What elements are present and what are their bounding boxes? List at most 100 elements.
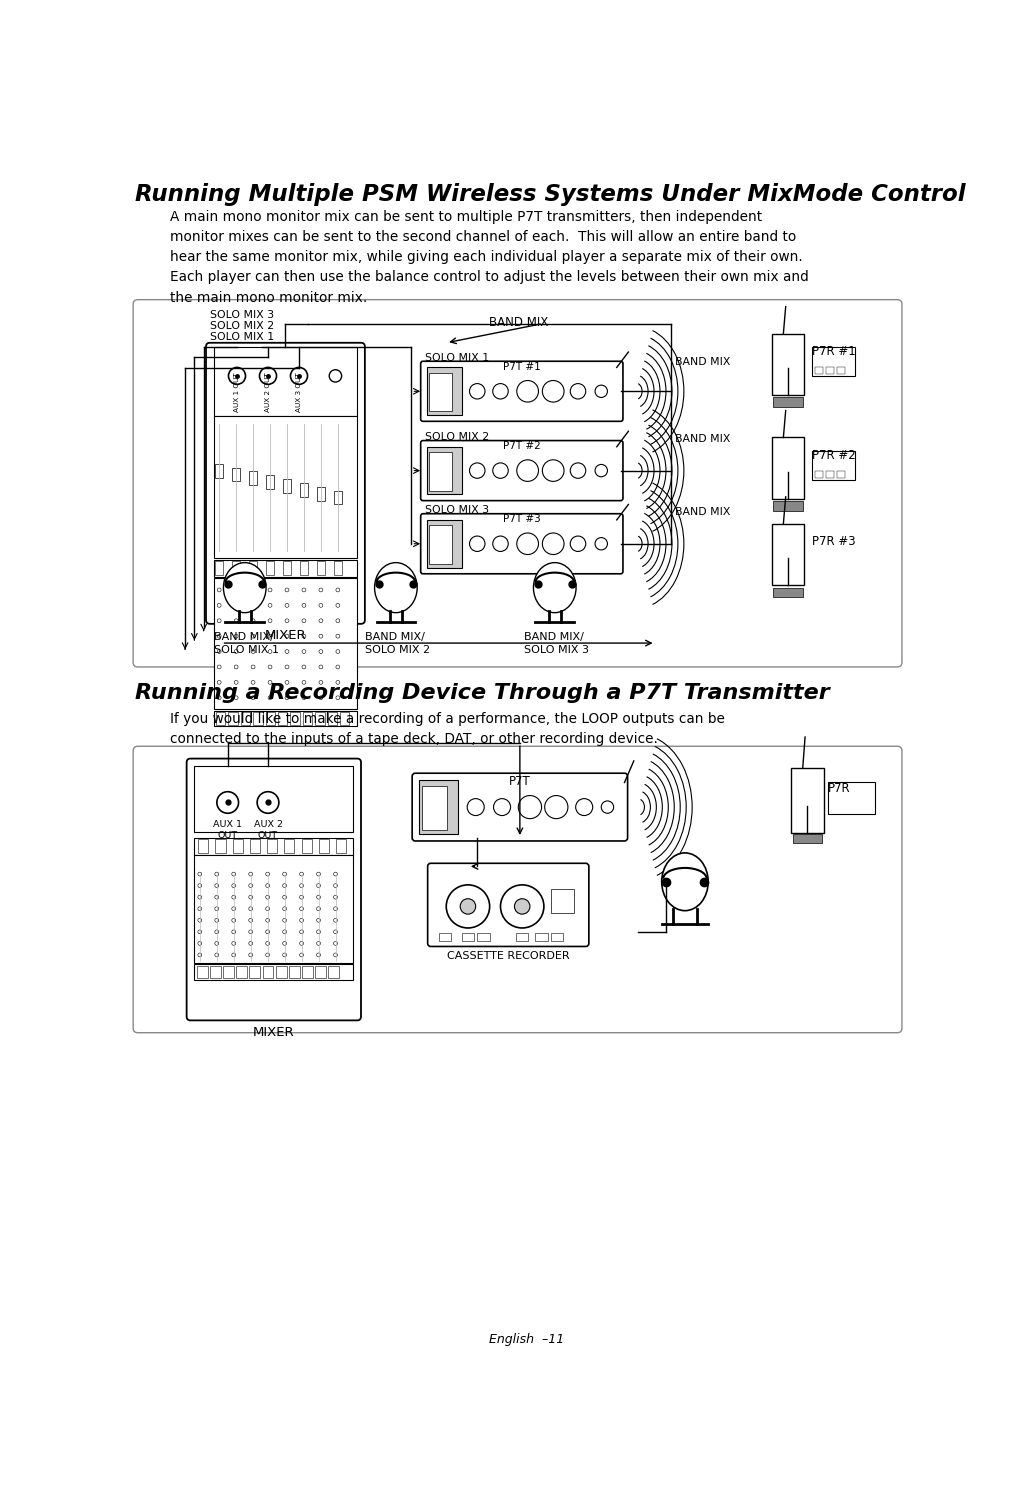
Bar xyxy=(266,475,273,489)
Circle shape xyxy=(336,634,340,638)
Circle shape xyxy=(492,383,508,398)
Circle shape xyxy=(217,619,221,623)
Circle shape xyxy=(319,650,323,653)
Circle shape xyxy=(317,895,321,899)
Circle shape xyxy=(571,383,586,398)
Circle shape xyxy=(197,954,201,957)
Bar xyxy=(250,839,260,853)
Text: Running Multiple PSM Wireless Systems Under MixMode Control: Running Multiple PSM Wireless Systems Un… xyxy=(135,183,965,205)
Bar xyxy=(249,471,257,486)
Bar xyxy=(279,712,288,724)
Circle shape xyxy=(215,884,219,887)
Circle shape xyxy=(299,884,303,887)
Circle shape xyxy=(268,650,272,653)
Circle shape xyxy=(285,696,289,700)
Bar xyxy=(773,397,803,407)
Circle shape xyxy=(197,872,201,877)
Circle shape xyxy=(299,942,303,945)
Bar xyxy=(232,839,243,853)
Bar xyxy=(439,934,451,942)
Circle shape xyxy=(234,619,238,623)
Circle shape xyxy=(470,463,485,478)
Circle shape xyxy=(197,919,201,922)
Text: P7R #1: P7R #1 xyxy=(812,346,855,358)
FancyBboxPatch shape xyxy=(206,343,365,623)
Circle shape xyxy=(249,884,253,887)
Circle shape xyxy=(251,696,255,700)
Bar xyxy=(423,786,447,830)
Circle shape xyxy=(543,533,564,554)
Circle shape xyxy=(517,460,539,481)
Bar xyxy=(837,367,845,374)
Circle shape xyxy=(251,604,255,607)
Circle shape xyxy=(285,589,289,592)
Circle shape xyxy=(197,895,201,899)
Bar xyxy=(792,768,823,833)
Circle shape xyxy=(215,895,219,899)
Text: BAND MIX: BAND MIX xyxy=(674,433,730,444)
Circle shape xyxy=(234,681,238,684)
Ellipse shape xyxy=(662,853,708,910)
Bar xyxy=(430,453,452,490)
Circle shape xyxy=(283,895,287,899)
Bar xyxy=(837,471,845,477)
Bar xyxy=(334,561,341,575)
Circle shape xyxy=(251,589,255,592)
Circle shape xyxy=(249,930,253,934)
Circle shape xyxy=(461,899,476,914)
Bar xyxy=(316,712,325,724)
Circle shape xyxy=(291,367,307,385)
Circle shape xyxy=(501,884,544,928)
Bar xyxy=(812,451,854,480)
Bar xyxy=(419,780,457,834)
Bar xyxy=(198,839,209,853)
Bar xyxy=(812,347,854,376)
Bar xyxy=(214,416,357,558)
Circle shape xyxy=(257,792,279,813)
Bar xyxy=(196,966,208,978)
Bar xyxy=(214,560,357,576)
Circle shape xyxy=(595,385,608,397)
Circle shape xyxy=(317,942,321,945)
Bar xyxy=(194,767,354,831)
Circle shape xyxy=(217,604,221,607)
Circle shape xyxy=(268,619,272,623)
Text: BAND MIX/
SOLO MIX 3: BAND MIX/ SOLO MIX 3 xyxy=(523,632,589,655)
Circle shape xyxy=(249,954,253,957)
Bar xyxy=(241,712,250,724)
Bar xyxy=(536,934,548,942)
Bar xyxy=(265,712,274,724)
Circle shape xyxy=(317,907,321,910)
Circle shape xyxy=(215,919,219,922)
Circle shape xyxy=(595,537,608,549)
Circle shape xyxy=(336,665,340,668)
Text: If you would like to make a recording of a performance, the LOOP outputs can be
: If you would like to make a recording of… xyxy=(135,712,725,747)
Circle shape xyxy=(285,681,289,684)
Bar xyxy=(300,561,307,575)
Text: English  –11: English –11 xyxy=(489,1332,564,1346)
Bar xyxy=(340,712,350,724)
Circle shape xyxy=(283,872,287,877)
Circle shape xyxy=(231,919,235,922)
Circle shape xyxy=(249,919,253,922)
Circle shape xyxy=(283,930,287,934)
Circle shape xyxy=(283,954,287,957)
Circle shape xyxy=(265,930,269,934)
Circle shape xyxy=(231,942,235,945)
Circle shape xyxy=(299,872,303,877)
Bar xyxy=(291,712,300,724)
Text: A main mono monitor mix can be sent to multiple P7T transmitters, then independe: A main mono monitor mix can be sent to m… xyxy=(135,210,808,305)
Circle shape xyxy=(215,954,219,957)
Text: AUX 1
OUT: AUX 1 OUT xyxy=(213,821,243,839)
Circle shape xyxy=(234,650,238,653)
Circle shape xyxy=(231,954,235,957)
Bar xyxy=(214,711,357,726)
Ellipse shape xyxy=(374,563,417,613)
Circle shape xyxy=(268,681,272,684)
Circle shape xyxy=(576,798,593,815)
Circle shape xyxy=(336,696,340,700)
Circle shape xyxy=(319,665,323,668)
Bar xyxy=(430,525,452,564)
Bar xyxy=(262,966,273,978)
Bar xyxy=(477,934,489,942)
